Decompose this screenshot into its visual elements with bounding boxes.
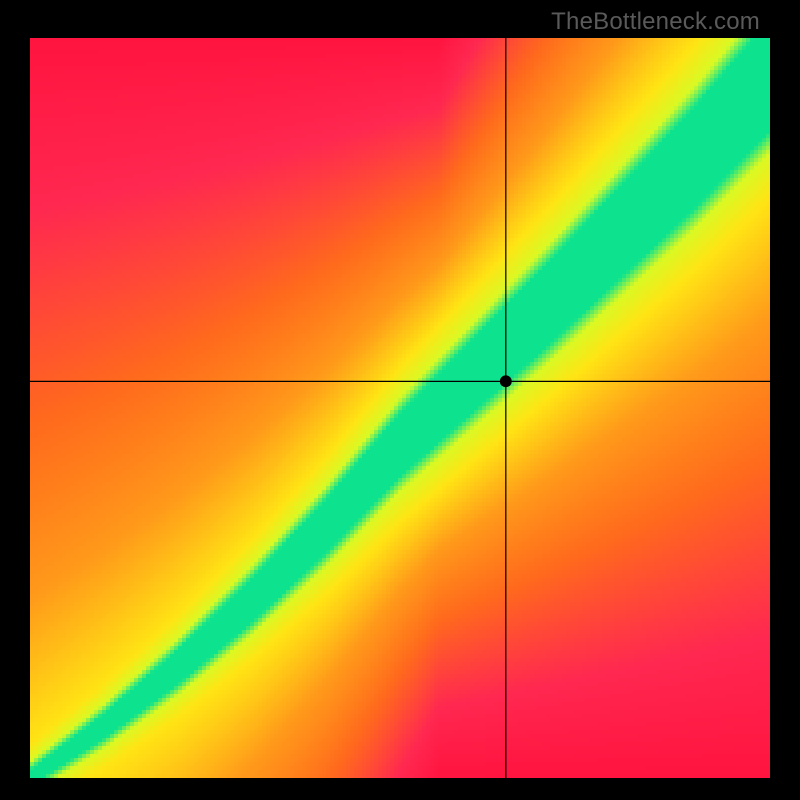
- attribution-label: TheBottleneck.com: [551, 8, 760, 36]
- chart-container: TheBottleneck.com: [0, 0, 800, 800]
- bottleneck-heatmap-canvas: [0, 0, 800, 800]
